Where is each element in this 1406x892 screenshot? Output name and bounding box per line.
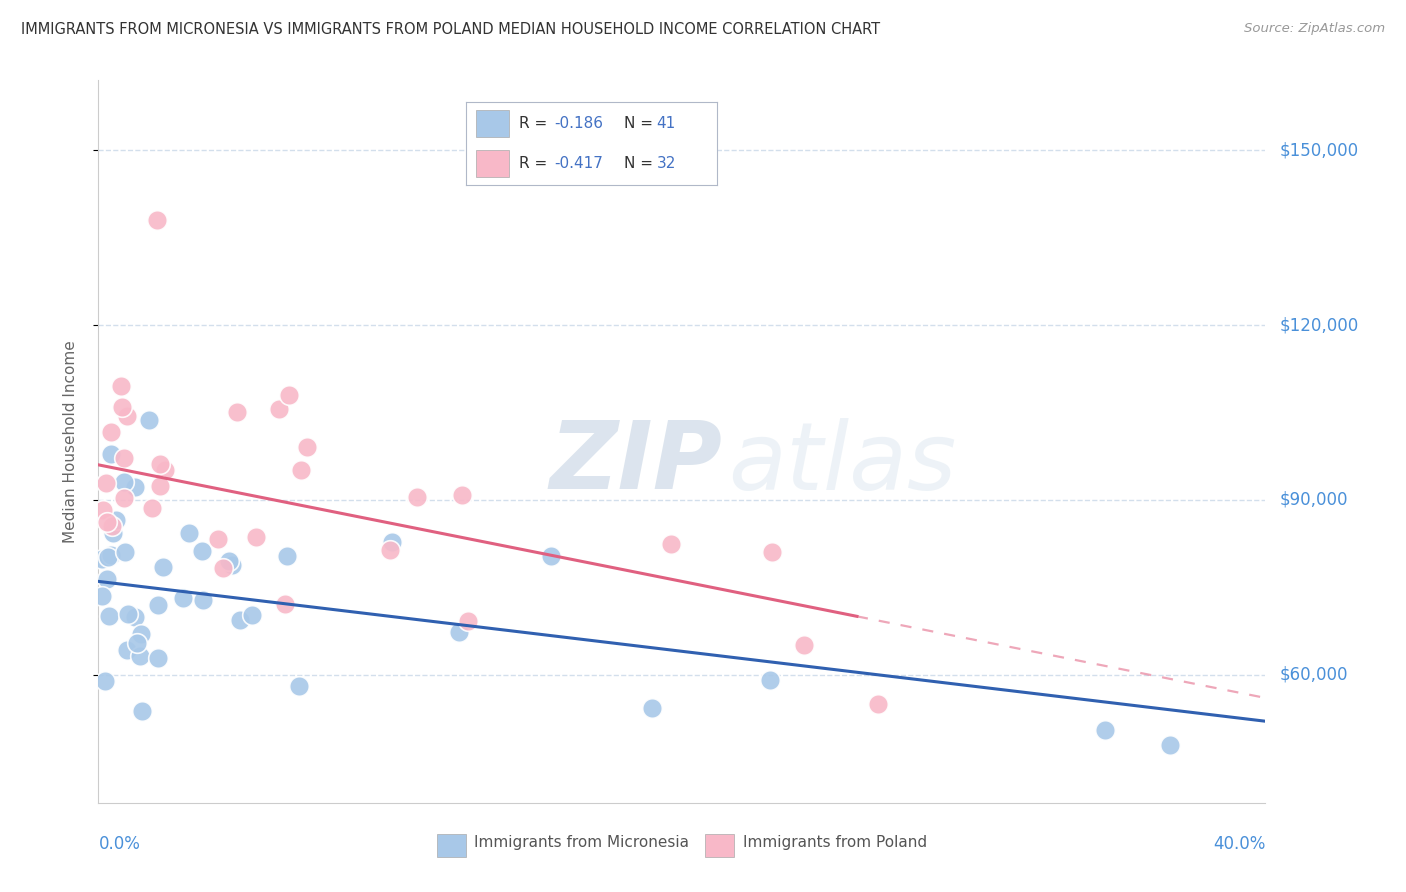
Point	[267, 401, 290, 416]
Text: IMMIGRANTS FROM MICRONESIA VS IMMIGRANTS FROM POLAND MEDIAN HOUSEHOLD INCOME COR: IMMIGRANTS FROM MICRONESIA VS IMMIGRANTS…	[21, 22, 880, 37]
Text: Immigrants from Poland: Immigrants from Poland	[742, 835, 927, 850]
Point	[146, 213, 169, 227]
Y-axis label: Median Household Income: Median Household Income	[63, 340, 77, 543]
Point	[101, 519, 124, 533]
Point	[124, 480, 146, 494]
Point	[115, 409, 138, 423]
Text: $60,000: $60,000	[1279, 665, 1348, 683]
Point	[380, 543, 402, 558]
Point	[100, 548, 122, 562]
Point	[100, 425, 122, 440]
Text: $120,000: $120,000	[1279, 316, 1358, 334]
Point	[207, 532, 229, 546]
Point	[153, 463, 176, 477]
Point	[112, 491, 135, 505]
Point	[179, 526, 201, 541]
Point	[229, 613, 252, 627]
Point	[221, 558, 243, 572]
Bar	[706, 834, 734, 857]
Point	[91, 503, 114, 517]
Point	[759, 673, 782, 687]
Point	[793, 638, 815, 652]
Point	[295, 440, 318, 454]
Point	[659, 537, 682, 551]
Point	[111, 400, 134, 414]
Point	[450, 488, 472, 502]
Point	[148, 651, 170, 665]
Point	[104, 513, 127, 527]
Point	[96, 572, 118, 586]
Point	[287, 679, 309, 693]
Text: atlas: atlas	[728, 417, 957, 508]
Point	[112, 450, 135, 465]
Bar	[437, 834, 465, 857]
Point	[103, 525, 125, 540]
Point	[110, 379, 132, 393]
Point	[90, 589, 112, 603]
Point	[172, 591, 194, 606]
Point	[1159, 739, 1181, 753]
Text: ZIP: ZIP	[550, 417, 723, 509]
Point	[100, 447, 122, 461]
Point	[191, 593, 214, 607]
Point	[278, 388, 301, 402]
Point	[146, 598, 169, 612]
Text: $150,000: $150,000	[1279, 141, 1358, 159]
Point	[96, 516, 118, 530]
Point	[290, 463, 312, 477]
Point	[129, 648, 152, 663]
Point	[94, 674, 117, 689]
Point	[131, 627, 153, 641]
Point	[405, 490, 427, 504]
Point	[641, 701, 664, 715]
Point	[117, 607, 139, 621]
Point	[125, 636, 148, 650]
Point	[112, 475, 135, 489]
Point	[381, 534, 404, 549]
Point	[240, 607, 263, 622]
Point	[447, 625, 470, 640]
Point	[540, 549, 562, 563]
Point	[149, 479, 172, 493]
Point	[218, 554, 240, 568]
Point	[190, 544, 212, 558]
Point	[124, 609, 146, 624]
Point	[212, 560, 235, 574]
Point	[97, 550, 120, 565]
Text: 0.0%: 0.0%	[98, 835, 141, 854]
Point	[761, 545, 783, 559]
Point	[90, 552, 112, 566]
Point	[276, 549, 298, 564]
Point	[138, 413, 160, 427]
Point	[149, 457, 172, 471]
Point	[117, 643, 139, 657]
Point	[141, 500, 163, 515]
Point	[114, 545, 136, 559]
Point	[96, 475, 118, 490]
Text: Source: ZipAtlas.com: Source: ZipAtlas.com	[1244, 22, 1385, 36]
Point	[152, 560, 174, 574]
Point	[225, 405, 247, 419]
Point	[866, 697, 889, 711]
Text: 40.0%: 40.0%	[1213, 835, 1265, 854]
Point	[98, 609, 121, 624]
Point	[274, 597, 297, 611]
Point	[1094, 723, 1116, 738]
Text: $90,000: $90,000	[1279, 491, 1348, 508]
Point	[245, 530, 267, 544]
Point	[457, 614, 479, 628]
Point	[131, 704, 153, 718]
Text: Immigrants from Micronesia: Immigrants from Micronesia	[474, 835, 689, 850]
